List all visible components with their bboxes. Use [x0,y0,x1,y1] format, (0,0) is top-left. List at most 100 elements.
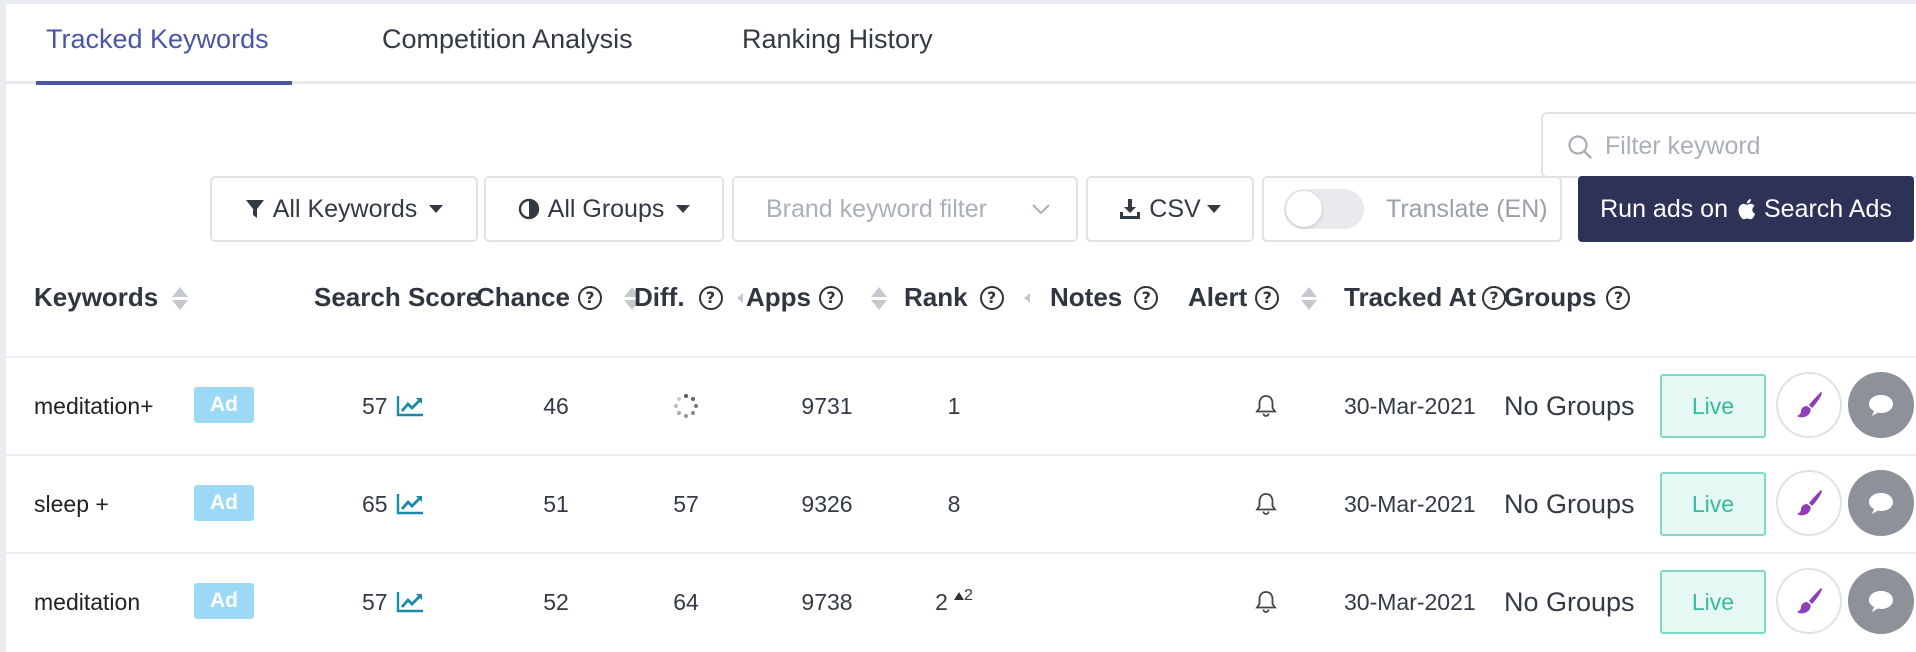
caret-down-icon [429,205,443,213]
table-row: meditation+ Ad 57 46 9731 [6,358,1916,454]
col-header-chance[interactable]: Chance ? [476,282,640,313]
keyword-cell[interactable]: meditation+ [34,358,154,454]
apps-cell: 9731 [782,358,872,454]
brand-keyword-filter-placeholder: Brand keyword filter [766,195,987,224]
help-icon[interactable]: ? [980,286,1004,310]
live-button[interactable]: Live [1660,472,1766,536]
help-icon[interactable]: ? [1255,286,1279,310]
diff-cell: 64 [656,554,716,650]
all-groups-dropdown[interactable]: All Groups [484,176,724,242]
comment-button[interactable] [1848,470,1914,536]
alert-cell [1246,358,1286,454]
rank-value: 8 [948,491,961,518]
live-button[interactable]: Live [1660,374,1766,438]
bell-icon[interactable] [1255,492,1277,516]
groups-cell: No Groups [1504,358,1635,454]
live-button[interactable]: Live [1660,570,1766,634]
help-icon[interactable]: ? [578,286,602,310]
search-score-cell: 57 [362,358,424,454]
col-header-label: Chance [476,282,570,313]
brush-button[interactable] [1776,372,1842,438]
rank-value: 1 [948,393,961,420]
col-header-diff[interactable]: Diff. ? [634,282,743,313]
help-icon[interactable]: ? [699,286,723,310]
comment-button[interactable] [1848,568,1914,634]
sort-icon[interactable] [1024,293,1030,303]
rank-cell: 1 [924,358,984,454]
col-header-keywords[interactable]: Keywords [34,282,188,313]
tab-competition-analysis[interactable]: Competition Analysis [382,24,633,55]
csv-label: CSV [1149,195,1200,224]
translate-label: Translate (EN) [1386,195,1548,224]
apps-cell: 9738 [782,554,872,650]
sort-icon[interactable] [871,285,887,311]
keyword-cell[interactable]: sleep + [34,456,109,552]
tab-tracked-keywords[interactable]: Tracked Keywords [46,24,269,55]
sort-icon[interactable] [1301,285,1317,311]
alert-cell [1246,456,1286,552]
alert-cell [1246,554,1286,650]
ad-badge: Ad [194,583,254,619]
run-ads-button[interactable]: Run ads on Search Ads [1578,176,1914,242]
col-header-groups: Groups ? [1504,282,1630,313]
rank-delta-value: 2 [964,587,973,604]
help-icon[interactable]: ? [1482,286,1506,310]
col-header-rank[interactable]: Rank ? [904,282,1030,313]
trend-chart-icon[interactable] [396,591,424,613]
bell-icon[interactable] [1255,394,1277,418]
sort-icon[interactable] [172,285,188,311]
paint-brush-icon [1794,390,1824,420]
translate-toggle[interactable] [1284,189,1364,229]
help-icon[interactable]: ? [1606,286,1630,310]
download-icon [1119,198,1141,220]
col-header-alert[interactable]: Alert ? [1188,282,1317,313]
sort-icon[interactable] [737,293,743,303]
comment-icon [1866,588,1896,614]
col-header-label: Keywords [34,282,158,313]
apple-icon [1736,197,1756,221]
triangle-up-icon [954,592,964,600]
rank-change-indicator: 2 [954,587,973,605]
col-header-tracked-at: Tracked At ? [1344,282,1506,313]
table-row: sleep + Ad 65 51 57 9326 8 30-Mar-2021 N… [6,456,1916,552]
filter-keyword-input[interactable] [1605,126,1905,166]
trend-chart-icon[interactable] [396,395,424,417]
bell-icon[interactable] [1255,590,1277,614]
run-ads-prefix: Run ads on [1600,195,1728,224]
tab-ranking-history[interactable]: Ranking History [742,24,933,55]
col-header-search-score[interactable]: Search Score [314,282,480,313]
col-header-label: Alert [1188,282,1247,313]
col-header-label: Diff. [634,282,685,313]
groups-cell: No Groups [1504,554,1635,650]
search-icon [1567,134,1593,160]
chance-cell: 51 [526,456,586,552]
tracked-keywords-panel: Tracked Keywords Competition Analysis Ra… [6,4,1916,652]
col-header-label: Rank [904,282,968,313]
all-keywords-dropdown[interactable]: All Keywords [210,176,478,242]
diff-cell: 57 [656,456,716,552]
paint-brush-icon [1794,488,1824,518]
help-icon[interactable]: ? [819,286,843,310]
chance-cell: 52 [526,554,586,650]
table-row: meditation Ad 57 52 64 9738 2 2 30-Mar-2… [6,554,1916,650]
rank-value: 2 [935,589,948,616]
caret-down-icon [1207,205,1221,213]
col-header-label: Tracked At [1344,282,1476,313]
brush-button[interactable] [1776,568,1842,634]
brand-keyword-filter-select[interactable]: Brand keyword filter [732,176,1078,242]
comment-button[interactable] [1848,372,1914,438]
help-icon[interactable]: ? [1134,286,1158,310]
col-header-apps[interactable]: Apps ? [746,282,887,313]
search-score-cell: 65 [362,456,424,552]
chevron-down-icon [1032,200,1050,218]
trend-chart-icon[interactable] [396,493,424,515]
brush-button[interactable] [1776,470,1842,536]
comment-icon [1866,490,1896,516]
filter-keyword-box [1541,112,1916,178]
diff-cell [656,358,716,454]
translate-toggle-group: Translate (EN) [1262,176,1562,242]
rank-cell: 2 2 [924,554,984,650]
csv-export-dropdown[interactable]: CSV [1086,176,1254,242]
run-ads-suffix: Search Ads [1764,195,1892,224]
keyword-cell[interactable]: meditation [34,554,140,650]
